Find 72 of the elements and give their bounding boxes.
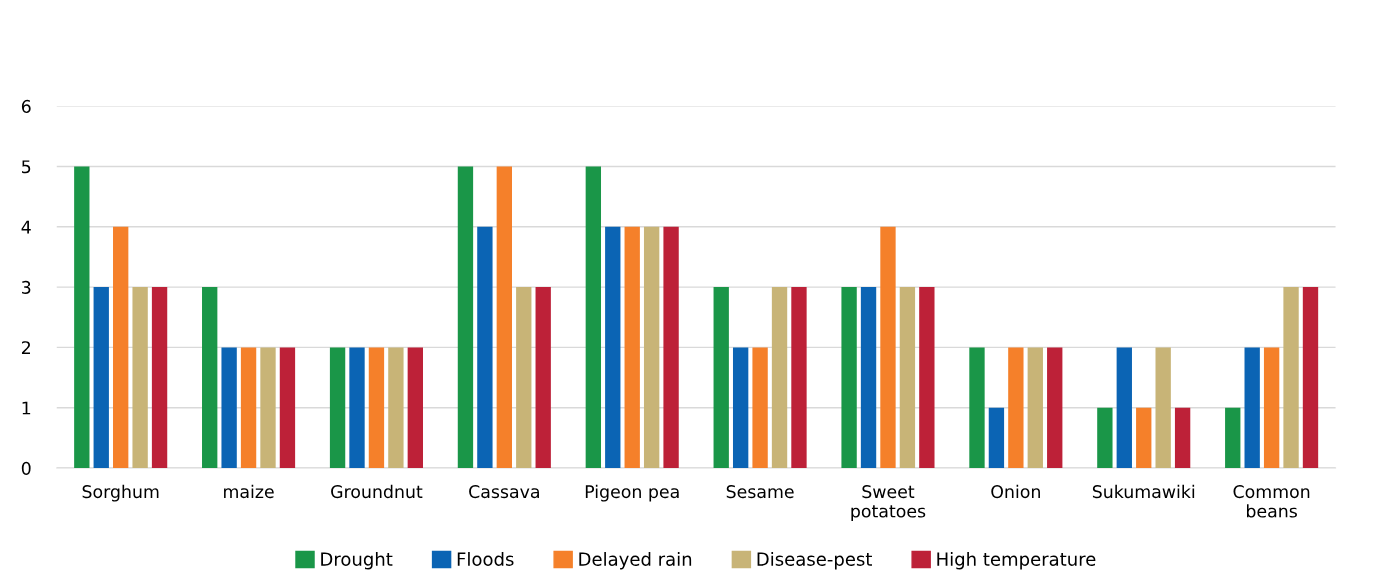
bar [516,287,532,469]
bar [1302,287,1319,469]
legend-label: Disease-pest [757,551,872,570]
bar [988,407,1005,469]
bar [1136,407,1152,469]
bar [732,347,749,469]
y-tick-label: 0 [21,461,31,475]
bar [899,287,916,469]
bar [1155,347,1171,469]
bar [1225,407,1241,469]
bar [221,347,237,469]
bar [113,226,129,469]
bar [202,287,218,469]
bar [1008,347,1024,469]
bar [585,166,602,469]
x-tick-label: Sukumawiki [1092,484,1195,499]
legend-label: Floods [457,551,514,566]
x-tick-label: Pigeon pea [585,484,679,502]
x-tick-label: Cassava [469,485,539,499]
bar [368,347,385,469]
bar [605,226,621,469]
x-tick-label: Sorghum [82,484,159,502]
x-tick-label: Sweet potatoes [851,485,926,521]
y-tick-label: 1 [22,401,31,415]
bar [841,287,857,469]
bar [771,287,788,469]
bar [240,347,257,469]
bar [880,226,896,469]
x-tick-label: Sesame [726,485,794,499]
bar [329,347,346,469]
x-tick-label: maize [224,484,274,499]
y-tick-label: 5 [22,160,31,174]
bar [1263,347,1280,469]
y-tick-label: 4 [21,220,31,234]
bar [260,347,276,469]
bar [643,226,660,469]
bar [1283,287,1299,469]
bar [279,347,296,469]
x-tick-label: Groundnut [331,484,423,499]
x-tick-label: Common beans [1233,485,1310,518]
bar [477,226,493,469]
bar [132,287,148,469]
bar [1097,407,1113,469]
bar [860,287,877,469]
y-tick-label: 6 [21,99,31,113]
legend-label: Delayed rain [579,551,692,570]
bar [457,166,474,469]
bar [919,287,935,469]
bar [349,347,365,469]
bar [496,166,512,469]
bar [1174,407,1191,469]
legend-label: High temperature [937,551,1096,570]
bar [1027,347,1043,469]
bar [752,347,768,469]
bar [663,226,679,469]
bar [791,287,807,469]
bar [624,226,640,469]
bar [407,347,423,469]
bar [713,287,729,469]
bar [151,287,168,469]
bar [535,287,551,469]
bar [1047,347,1063,469]
y-tick-label: 2 [21,341,31,355]
bar [388,347,404,469]
y-tick-label: 3 [22,280,31,294]
legend-label: Drought [321,551,393,570]
bar [1244,347,1260,469]
bar [74,166,90,469]
bar [969,347,985,469]
bar [93,287,109,469]
x-tick-label: Onion [991,484,1040,499]
bar [1116,347,1132,469]
